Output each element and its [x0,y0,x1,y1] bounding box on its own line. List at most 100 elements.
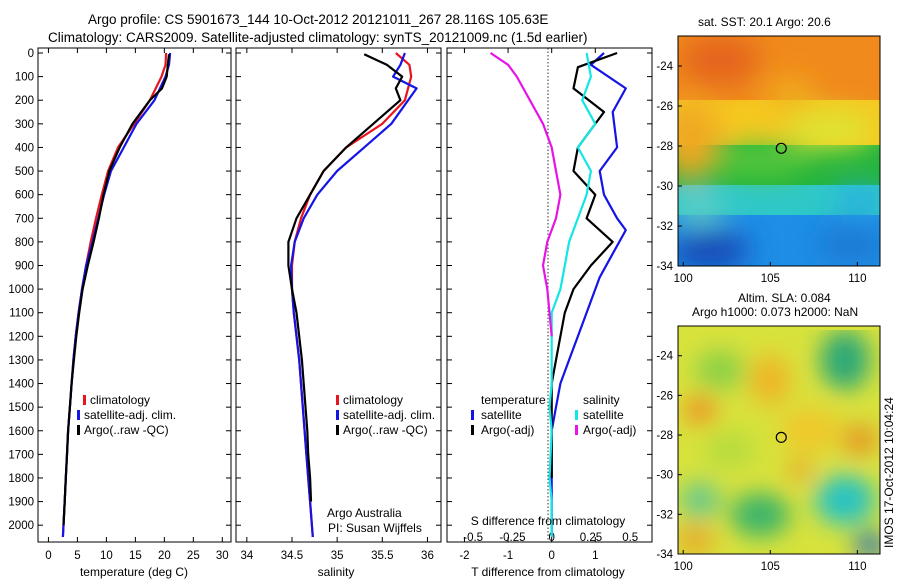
x-tick-label: 0 [548,550,554,562]
x-tick-label: 20 [158,550,171,562]
map-y-tick-label: -32 [656,509,673,521]
legend-swatch-climatology [336,395,339,405]
sla-map-y-ticks: -24 -26 -28 -30 -32 -34 [656,351,682,561]
legend-header-temperature: temperature [481,393,546,407]
x-tick-label: 34 [240,550,253,562]
temperature-profile-panel: 0 5 10 15 20 25 30 0 100 200 300 400 500 600 700 800 90… [8,47,232,579]
legend-label-climatology: climatology [90,393,150,407]
difference-profile-panel: -2 -1 0 1 -0.5 -0.25 0 0.25 0.5 S difference fr… [446,47,653,579]
s-diff-tick-label: 0.5 [622,532,638,544]
difference-lines [489,51,627,537]
y-tick-label: 1400 [8,379,34,391]
salinity-y-ticks [236,52,441,526]
x-tick-label: 5 [74,550,80,562]
map-x-tick-label: 100 [674,273,693,285]
footer-argo-australia: Argo Australia [327,506,402,520]
map-y-tick-label: -24 [656,61,673,73]
argo-location-marker [775,431,787,443]
temperature-x-ticks: 0 5 10 15 20 25 30 [45,48,229,562]
y-tick-label: 600 [15,190,34,202]
figure-title-line1: Argo profile: CS 5901673_144 10-Oct-2012… [88,12,548,27]
map-y-tick-label: -34 [656,549,673,561]
map-y-tick-label: -24 [656,351,673,363]
y-tick-label: 1600 [8,426,34,438]
legend-label-t-argo: Argo(-adj) [481,423,534,437]
sla-map-panel: Altim. SLA: 0.084 Argo h1000: 0.073 h200… [656,291,881,573]
t-difference-axis-label: T difference from climatology [471,565,625,579]
temperature-plot-frame [37,47,232,543]
sla-map-subtitle: Argo h1000: 0.073 h2000: NaN [692,305,858,319]
y-tick-label: 800 [15,237,34,249]
x-tick-label: 25 [187,550,200,562]
map-y-tick-label: -26 [656,101,673,113]
legend-swatch-s-argo [575,425,578,435]
sst-heatmap [678,36,880,266]
legend-header-salinity: salinity [583,393,620,407]
legend-label-climatology: climatology [343,393,403,407]
x-tick-label: -1 [503,550,513,562]
argo-location-marker [775,142,787,154]
sla-map-frame [677,325,881,555]
x-tick-label: 0 [45,550,51,562]
map-y-tick-label: -28 [656,141,673,153]
imos-timestamp: IMOS 17-Oct-2012 10:04:24 [882,397,896,548]
y-tick-label: 1000 [8,284,34,296]
sla-map-x-ticks: 100 105 110 [674,550,867,573]
salinity-plot-frame [235,47,442,543]
figure-title-line2: Climatology: CARS2009. Satellite-adjuste… [48,30,588,45]
y-tick-label: 2000 [8,520,34,532]
y-tick-label: 500 [15,166,34,178]
s-diff-tick-label: 0 [548,532,554,544]
legend-swatch-t-argo [471,425,474,435]
map-y-tick-label: -26 [656,390,673,402]
y-tick-label: 700 [15,213,34,225]
temperature-lines [61,52,172,538]
map-x-tick-label: 110 [848,273,866,285]
salinity-lines [287,52,418,538]
sla-map-title: Altim. SLA: 0.084 [738,291,831,305]
sst-map-title: sat. SST: 20.1 Argo: 20.6 [698,15,831,29]
y-tick-label: 1300 [8,355,34,367]
x-tick-label: 34.5 [281,550,303,562]
sst-map-y-ticks: -24 -26 -28 -30 -32 -34 [656,61,682,273]
y-tick-label: 900 [15,260,34,272]
series-line-temperature-argo-adj [550,51,618,478]
legend-label-satellite: satellite-adj. clim. [343,408,435,422]
y-tick-label: 0 [28,48,34,60]
x-tick-label: 30 [216,550,229,562]
legend-swatch-argo [77,425,80,435]
series-line-argo-raw-qc [287,53,404,502]
x-tick-label: 36 [421,550,434,562]
x-tick-label: 10 [100,550,113,562]
difference-x-ticks: -2 -1 0 1 [459,48,599,562]
depth-y-ticks: 0 100 200 300 400 500 600 700 800 900 1000 1100 1200… [8,48,231,532]
map-y-tick-label: -28 [656,430,673,442]
sst-map-panel: sat. SST: 20.1 Argo: 20.6 100 105 110 -24 -… [656,15,881,285]
series-line-salinity-argo-adj [489,52,562,337]
series-line-salinity-satellite [548,52,597,537]
map-y-tick-label: -34 [656,261,673,273]
y-tick-label: 1700 [8,449,34,461]
salinity-x-ticks: 34 34.5 35 35.5 36 [240,48,434,562]
legend-label-argo: Argo(..raw -QC) [84,423,169,437]
legend-label-s-argo: Argo(-adj) [583,423,636,437]
series-line-argo-raw-qc [62,54,171,526]
legend-swatch-argo [336,425,339,435]
map-x-tick-label: 100 [674,561,693,573]
x-tick-label: 35.5 [371,550,393,562]
y-tick-label: 100 [15,72,34,84]
sst-map-x-ticks: 100 105 110 [674,262,867,285]
x-tick-label: 1 [592,550,598,562]
temperature-legend: climatology satellite-adj. clim. Argo(..… [77,393,176,437]
salinity-difference-x-ticks: -0.5 -0.25 0 0.25 0.5 [463,532,638,544]
map-y-tick-label: -32 [656,221,673,233]
y-tick-label: 1500 [8,402,34,414]
legend-swatch-satellite [77,410,80,420]
difference-legend: temperature salinity satellite Argo(-adj… [471,393,636,437]
legend-swatch-climatology [83,395,86,405]
x-tick-label: 15 [129,550,142,562]
salinity-legend: climatology satellite-adj. clim. Argo(..… [336,393,435,437]
legend-swatch-satellite [336,410,339,420]
difference-y-ticks [447,52,652,526]
s-diff-tick-label: -0.5 [463,532,483,544]
